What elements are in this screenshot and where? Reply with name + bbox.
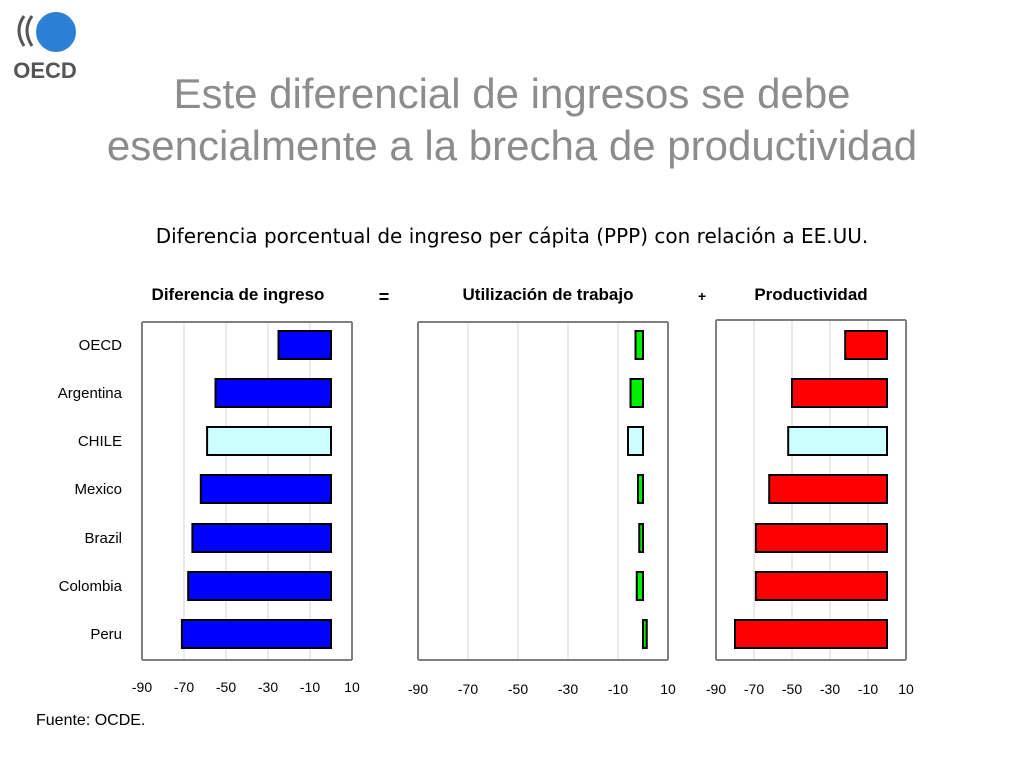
oecd-logo-arc-icon	[25, 15, 34, 47]
bar	[642, 619, 648, 649]
tick-label: -30	[558, 681, 578, 697]
category-label: Argentina	[58, 385, 123, 402]
page-title: Este diferencial de ingresos se debe ese…	[40, 68, 984, 172]
bar	[277, 330, 332, 360]
tick-label: -10	[300, 679, 320, 695]
oecd-logo-arc-icon	[17, 15, 26, 47]
chart-subtitle: Diferencia porcentual de ingreso per cáp…	[155, 224, 869, 248]
equals-sign: =	[379, 287, 390, 307]
bar	[214, 378, 332, 408]
bar	[754, 523, 889, 553]
tick-label: 10	[898, 681, 914, 697]
category-label: Mexico	[74, 481, 122, 498]
tick-label: -30	[258, 679, 278, 695]
bar	[199, 474, 332, 504]
chart-title: Utilización de trabajo	[463, 285, 634, 304]
chart-panel: Utilización de trabajo -90 -70 -50 -30 -10 10	[408, 285, 676, 697]
bar	[191, 523, 332, 553]
bar	[787, 426, 889, 456]
plus-sign: +	[698, 288, 706, 304]
category-label: Brazil	[84, 530, 122, 547]
bar	[629, 378, 644, 408]
bar	[180, 619, 332, 649]
bar	[206, 426, 333, 456]
source-note: Fuente: OCDE.	[36, 712, 146, 729]
category-label: CHILE	[78, 433, 122, 450]
tick-label: -30	[820, 681, 840, 697]
tick-label: -90	[132, 679, 152, 695]
category-label: Colombia	[59, 578, 123, 595]
bar	[187, 571, 332, 601]
bar	[637, 474, 644, 504]
bar	[791, 378, 888, 408]
bar	[635, 571, 644, 601]
bar	[634, 330, 644, 360]
bar	[638, 523, 644, 553]
chart-panel: Diferencia de ingreso OECD Argentina CHILE M…	[58, 285, 360, 695]
tick-label: -10	[858, 681, 878, 697]
oecd-logo-text: OECD	[13, 58, 77, 82]
oecd-logo-circle-icon	[36, 12, 76, 52]
tick-label: -90	[408, 681, 428, 697]
tick-label: -70	[174, 679, 194, 695]
bar	[844, 330, 889, 360]
category-label: OECD	[79, 337, 123, 354]
tick-label: 10	[660, 681, 676, 697]
chart-panel: Productividad -90 -70 -50 -30 -10 10	[706, 285, 914, 697]
page-title-line-2: esencialmente a la brecha de productivid…	[106, 122, 918, 169]
bar	[754, 571, 889, 601]
oecd-logo: OECD	[13, 12, 77, 82]
tick-label: -70	[744, 681, 764, 697]
chart-title: Productividad	[754, 285, 867, 304]
bar	[734, 619, 888, 649]
page-title-line-1: Este diferencial de ingresos se debe	[173, 70, 851, 117]
bar	[627, 426, 644, 456]
tick-label: -50	[216, 679, 236, 695]
tick-label: -70	[458, 681, 478, 697]
tick-label: -90	[706, 681, 726, 697]
chart-title: Diferencia de ingreso	[152, 285, 325, 304]
tick-label: 10	[344, 679, 360, 695]
tick-label: -50	[782, 681, 802, 697]
bar	[768, 474, 889, 504]
tick-label: -10	[608, 681, 628, 697]
category-label: Peru	[90, 626, 122, 643]
tick-label: -50	[508, 681, 528, 697]
